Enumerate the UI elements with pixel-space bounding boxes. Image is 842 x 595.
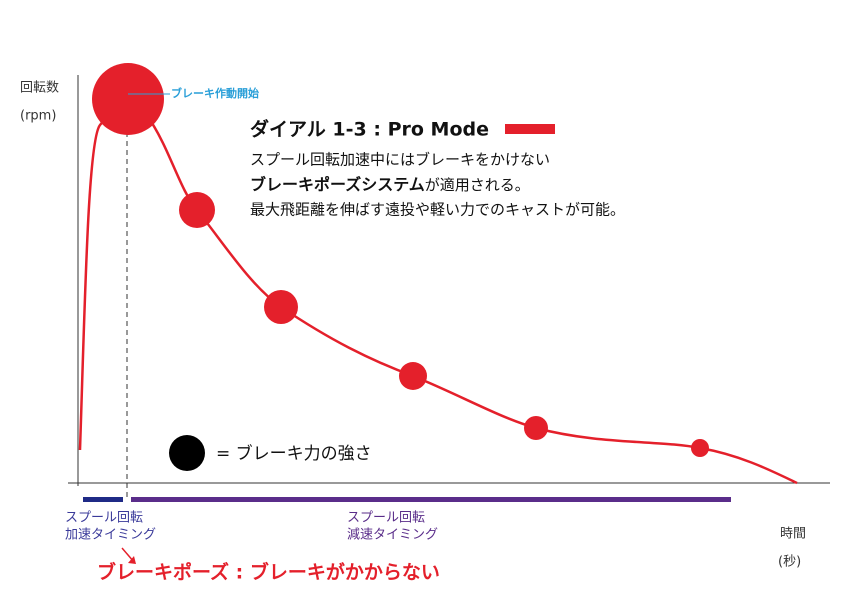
brake-circle <box>92 63 164 135</box>
y-axis-unit: (rpm) <box>20 109 56 124</box>
phase-label: スプール回転 <box>347 511 425 526</box>
x-axis-label: 時間 <box>780 527 806 542</box>
mode-rest: が適用される。 <box>425 176 530 194</box>
brake-circles <box>92 63 709 457</box>
decel-bar <box>131 497 731 502</box>
x-axis-unit: (秒) <box>778 555 801 570</box>
phase-label: スプール回転 <box>65 511 143 526</box>
mode-title: ダイアル 1-3 : Pro Mode <box>250 118 489 141</box>
brake-circle <box>399 362 427 390</box>
accel-bar <box>83 497 123 502</box>
brake-start-label: ブレーキ作動開始 <box>171 86 259 100</box>
brake-circle <box>179 192 215 228</box>
mode-line: ブレーキポーズシステムが適用される。 <box>250 175 530 194</box>
phase-label: 減速タイミング <box>347 527 438 543</box>
mode-bold: ブレーキポーズシステム <box>250 175 425 194</box>
brake-circle <box>264 290 298 324</box>
legend-dot <box>169 435 205 471</box>
legend-text: = ブレーキ力の強さ <box>216 443 372 464</box>
note-arrowhead <box>128 556 136 564</box>
phase-label: 加速タイミング <box>65 528 156 543</box>
brake-circle <box>691 439 709 457</box>
mode-swatch <box>505 124 555 134</box>
brake-circle <box>524 416 548 440</box>
mode-line: スプール回転加速中にはブレーキをかけない <box>250 151 550 169</box>
mode-line: 最大飛距離を伸ばす遠投や軽い力でのキャストが可能。 <box>250 201 625 219</box>
note: ブレーキポーズ : ブレーキがかからない <box>97 561 440 584</box>
y-axis-label: 回転数 <box>20 81 59 96</box>
